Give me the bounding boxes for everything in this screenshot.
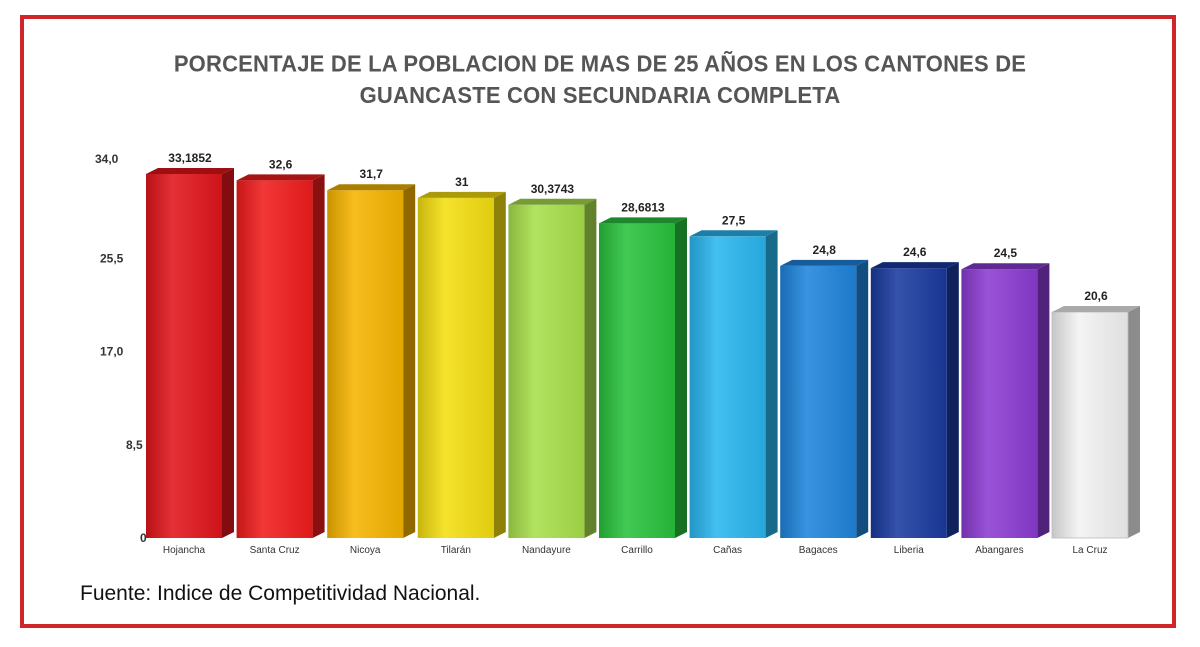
bar-front: [327, 190, 404, 538]
bar-top: [236, 174, 325, 181]
bar-front: [417, 197, 494, 539]
bar-abangares: [961, 263, 1050, 538]
bar-side: [675, 217, 687, 538]
bar-value-label: 33,1852: [168, 151, 212, 165]
bar-value-label: 24,5: [994, 246, 1018, 260]
bar-nandayure: [508, 198, 597, 538]
bar-front: [1051, 311, 1129, 539]
bar-value-label: 30,3743: [531, 182, 575, 196]
bar-value-label: 28,6813: [621, 200, 665, 214]
y-axis: 34,0 25,5 17,0 8,5 0: [95, 152, 147, 545]
bar-nicoya: [327, 184, 416, 538]
bar-front: [508, 204, 585, 538]
bar-top: [689, 230, 778, 237]
bars-group: 33,1852 32,6 31,7 31 30,3743 28,6813 27,5 24,8 2…: [146, 151, 1140, 539]
x-tick-label: Tilarán: [441, 545, 471, 556]
x-tick-label: Nicoya: [350, 545, 381, 556]
bar-front: [780, 265, 857, 538]
bar-top: [508, 198, 597, 205]
bar-top: [599, 217, 687, 224]
x-axis: Hojancha Santa Cruz Nicoya Tilarán Nandayure…: [163, 545, 1108, 556]
bar-tilarán: [417, 191, 506, 539]
bar-side: [1128, 306, 1140, 538]
bar-side: [222, 167, 234, 538]
source-note: Fuente: Indice de Competitividad Naciona…: [80, 582, 481, 605]
bar-top: [146, 167, 234, 174]
bar-side: [584, 198, 597, 538]
x-tick-label: Santa Cruz: [250, 545, 300, 556]
x-tick-label: Nandayure: [522, 545, 571, 556]
bar-front: [689, 236, 766, 538]
bar-hojancha: [146, 167, 234, 538]
x-tick-label: Bagaces: [799, 545, 838, 556]
bar-top: [961, 263, 1050, 270]
x-tick-label: Hojancha: [163, 545, 206, 556]
bar-value-label: 24,6: [903, 245, 927, 259]
bar-la-cruz: [1051, 306, 1140, 539]
bar-value-label: 32,6: [269, 157, 293, 171]
x-tick-label: Abangares: [975, 545, 1023, 556]
bar-value-label: 20,6: [1084, 289, 1108, 303]
bar-cañas: [689, 230, 778, 538]
chart-title: PORCENTAJE DE LA POBLACION DE MAS DE 25 …: [0, 49, 1200, 112]
bar-side: [403, 184, 416, 538]
bar-bagaces: [780, 259, 869, 538]
y-tick-label: 25,5: [100, 251, 124, 265]
bar-side: [312, 174, 325, 538]
bar-front: [961, 269, 1038, 538]
bar-liberia: [870, 262, 959, 538]
bar-top: [1052, 306, 1140, 313]
bar-value-label: 31,7: [360, 167, 384, 181]
bar-top: [780, 259, 869, 266]
bar-side: [946, 262, 959, 538]
bar-side: [493, 191, 506, 539]
y-tick-label: 34,0: [95, 152, 119, 166]
bar-front: [870, 268, 947, 538]
x-tick-label: Liberia: [894, 545, 924, 556]
bar-value-label: 31: [455, 175, 469, 189]
title-line-1: PORCENTAJE DE LA POBLACION DE MAS DE 25 …: [173, 50, 1027, 77]
bar-side: [1037, 263, 1050, 538]
bar-side: [856, 259, 869, 538]
y-tick-label: 17,0: [100, 345, 124, 359]
bar-top: [417, 191, 506, 198]
bar-value-label: 27,5: [722, 213, 746, 227]
y-tick-label: 8,5: [126, 438, 143, 452]
bar-top: [327, 184, 416, 191]
bar-side: [765, 230, 778, 538]
bar-carrillo: [599, 217, 687, 538]
bar-santa-cruz: [236, 174, 325, 538]
x-tick-label: La Cruz: [1072, 545, 1107, 556]
x-tick-label: Cañas: [713, 545, 742, 556]
bar-top: [870, 262, 959, 269]
title-line-2: GUANCASTE CON SECUNDARIA COMPLETA: [359, 82, 841, 109]
bar-front: [236, 180, 313, 538]
x-tick-label: Carrillo: [621, 545, 653, 556]
bar-front: [146, 173, 222, 538]
bar-front: [599, 223, 675, 538]
y-tick-label: 0: [140, 531, 147, 545]
bar-value-label: 24,8: [813, 243, 837, 257]
